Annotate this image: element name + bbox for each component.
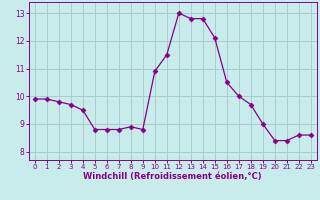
X-axis label: Windchill (Refroidissement éolien,°C): Windchill (Refroidissement éolien,°C)	[84, 172, 262, 181]
